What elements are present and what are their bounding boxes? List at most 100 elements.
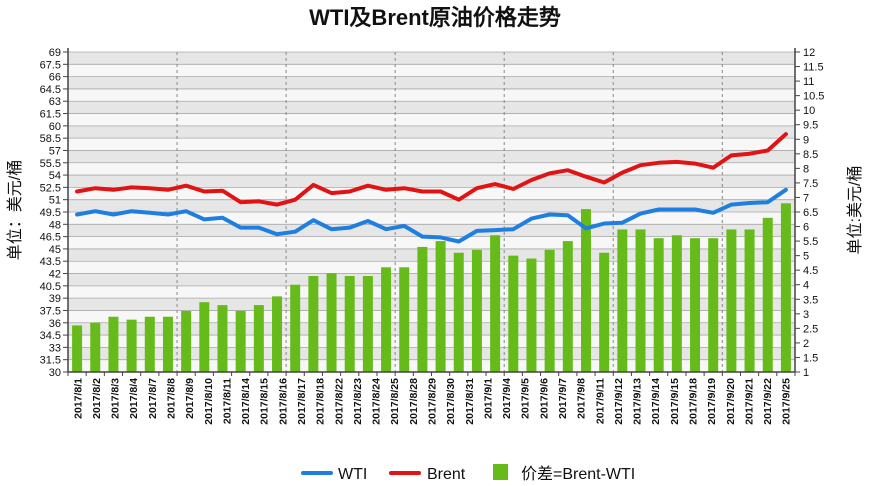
bar-spread — [181, 310, 192, 372]
right-y-tick-labels: 1211.51110.5109.598.587.576.565.554.543.… — [803, 47, 824, 379]
grid-band — [68, 125, 795, 139]
left-y-tick-label: 31.5 — [40, 355, 61, 367]
bar-spread — [544, 249, 555, 372]
axes — [63, 48, 800, 376]
right-y-tick-label: 7 — [803, 192, 809, 204]
right-y-tick-label: 4 — [803, 280, 809, 292]
left-y-tick-label: 39 — [49, 293, 61, 305]
x-tick-label: 2017/9/12 — [613, 378, 625, 425]
right-y-tick-label: 7.5 — [803, 178, 818, 190]
grid-band — [68, 335, 795, 348]
grid-band — [68, 298, 795, 311]
bar-spread — [599, 252, 610, 372]
right-y-tick-label: 1 — [803, 367, 809, 379]
bar-spread — [744, 229, 755, 372]
x-tick-label: 2017/9/13 — [632, 378, 644, 425]
left-y-tick-label: 63 — [49, 96, 61, 108]
bar-spread — [144, 316, 155, 372]
grid-band — [68, 150, 795, 163]
x-tick-label: 2017/9/14 — [650, 378, 662, 425]
chart-title: WTI及Brent原油价格走势 — [309, 5, 561, 30]
right-y-tick-label: 3.5 — [803, 294, 818, 306]
bar-spread — [126, 319, 137, 372]
grid-band — [68, 138, 795, 151]
left-y-tick-label: 61.5 — [40, 109, 61, 121]
x-tick-label: 2017/8/8 — [166, 378, 178, 419]
x-tick-label: 2017/9/6 — [538, 378, 550, 419]
right-y-tick-label: 2.5 — [803, 323, 818, 335]
line-wti — [75, 187, 788, 244]
x-tick-label: 2017/8/16 — [277, 378, 289, 425]
y2-axis-label: 单位:美元/桶 — [846, 166, 864, 255]
right-y-tick-label: 1.5 — [803, 352, 818, 364]
bar-spread — [762, 217, 773, 372]
x-tick-label: 2017/8/23 — [352, 378, 364, 425]
x-tick-label: 2017/9/25 — [781, 378, 793, 425]
grid-band — [68, 347, 795, 360]
x-tick-label: 2017/9/22 — [762, 378, 774, 425]
left-y-tick-label: 33 — [49, 342, 61, 354]
grid-band — [68, 76, 795, 89]
bar-spread — [490, 235, 501, 372]
left-y-tick-label: 57 — [49, 145, 61, 157]
bar-spread — [780, 203, 791, 372]
right-y-tick-label: 5 — [803, 251, 809, 263]
x-tick-label: 2017/9/1 — [482, 378, 494, 419]
right-y-tick-label: 9 — [803, 134, 809, 146]
bar-spread — [344, 276, 355, 372]
x-tick-label: 2017/8/7 — [147, 378, 159, 419]
line-brent — [75, 132, 788, 207]
right-y-tick-label: 3 — [803, 309, 809, 321]
price-lines — [75, 132, 788, 244]
spread-bars — [72, 203, 791, 372]
x-tick-label: 2017/8/4 — [128, 378, 140, 419]
x-tick-label: 2017/9/11 — [594, 378, 606, 424]
grid-band — [68, 52, 795, 65]
right-y-tick-label: 6 — [803, 222, 809, 234]
bar-spread — [671, 235, 682, 372]
x-tick-label: 2017/8/11 — [221, 378, 233, 424]
right-y-tick-label: 11.5 — [803, 62, 824, 74]
bar-spread — [617, 229, 628, 372]
bar-spread — [381, 267, 392, 372]
x-tick-label: 2017/9/15 — [669, 378, 681, 425]
right-y-tick-label: 2 — [803, 338, 809, 350]
left-y-tick-label: 55.5 — [40, 158, 61, 170]
x-tick-label: 2017/8/1 — [72, 378, 84, 419]
bar-spread — [217, 305, 228, 372]
right-y-tick-label: 8 — [803, 163, 809, 175]
grid-band — [68, 322, 795, 336]
x-tick-label: 2017/9/21 — [743, 378, 755, 425]
grid-band — [68, 101, 795, 114]
bar-spread — [653, 238, 664, 372]
left-y-tick-label: 42 — [49, 269, 61, 281]
bar-spread — [290, 284, 301, 372]
x-tick-label: 2017/8/17 — [296, 378, 308, 425]
x-tick-label: 2017/9/8 — [576, 378, 588, 419]
x-tick-label: 2017/9/18 — [687, 378, 699, 425]
bar-spread — [417, 246, 428, 372]
x-tick-label: 2017/9/4 — [501, 378, 513, 419]
x-tick-label: 2017/8/30 — [445, 378, 457, 425]
left-y-tick-label: 51 — [49, 195, 61, 207]
grid-band — [68, 88, 795, 102]
left-y-tick-label: 67.5 — [40, 59, 61, 71]
bar-spread — [253, 305, 264, 372]
bar-spread — [235, 310, 246, 372]
x-tick-label: 2017/8/31 — [464, 378, 476, 425]
x-tick-label: 2017/8/3 — [110, 378, 122, 419]
bar-spread — [708, 238, 719, 372]
x-tick-label: 2017/8/24 — [371, 378, 383, 425]
left-y-tick-label: 58.5 — [40, 133, 61, 145]
x-tick-labels: 2017/8/1 2017/8/2 2017/8/3 2017/8/4 2017/8/7… — [72, 378, 792, 425]
x-tick-label: 2017/8/9 — [184, 378, 196, 419]
left-y-tick-label: 60 — [49, 121, 61, 133]
left-y-tick-label: 40.5 — [40, 281, 61, 293]
bar-spread — [690, 238, 701, 372]
bar-spread — [272, 296, 283, 372]
left-y-tick-label: 43.5 — [40, 256, 61, 268]
legend-brent-label: Brent — [427, 466, 466, 483]
left-y-tick-label: 46.5 — [40, 232, 61, 244]
grid-band — [68, 359, 795, 372]
